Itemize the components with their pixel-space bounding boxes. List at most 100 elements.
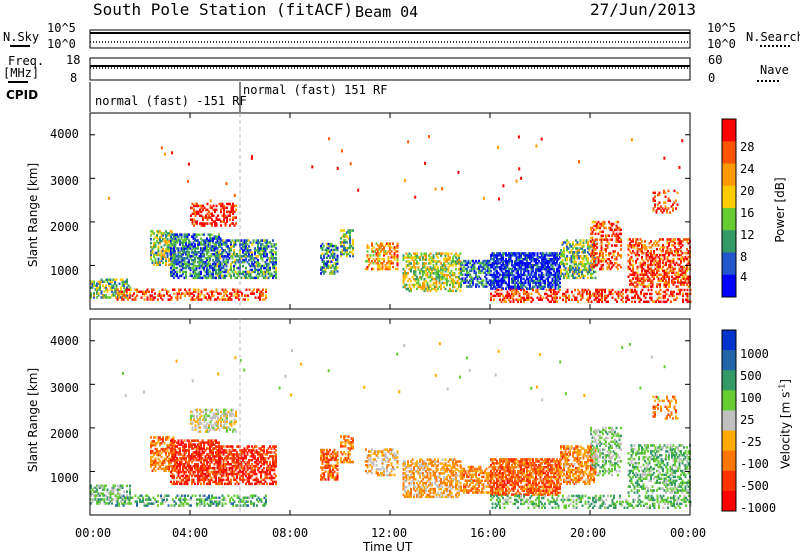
echo-cell [254,249,256,252]
echo-cell [503,279,506,283]
echo-cell [198,266,201,270]
echo-cell [270,260,273,264]
echo-cell [352,229,354,232]
echo-cell [186,235,189,238]
echo-cell [396,242,399,245]
echo-cell [685,298,687,301]
echo-cell [663,255,666,259]
echo-cell [605,254,607,257]
echo-cell [235,296,237,299]
echo-cell [680,257,682,261]
echo-cell [594,270,597,274]
echo-cell [161,500,164,503]
echo-cell [392,262,394,265]
echo-cell [99,284,101,287]
echo-cell [551,273,554,277]
echo-cell [242,251,244,254]
echo-cell [654,253,657,257]
echo-cell [644,248,646,251]
echo-cell [450,252,453,255]
echo-cell [456,279,459,283]
echo-cell [188,288,191,291]
echo-cell [185,290,188,293]
echo-cell [169,230,172,233]
echo-cell [535,262,537,265]
echo-cell [683,288,686,292]
echo-cell [217,496,219,499]
echo-cell [532,287,534,290]
echo-cell [105,294,107,297]
echo-cell [547,254,549,257]
echo-cell [242,241,244,244]
echo-cell [255,262,258,266]
echo-cell [497,254,500,257]
echo-cell [503,271,506,275]
echo-cell [160,257,163,261]
echo-cell [191,245,193,248]
echo-cell [195,233,198,236]
echo-cell [636,257,639,261]
echo-cell [389,262,391,265]
echo-cell [542,263,545,267]
echo-cell [223,208,225,212]
echo-cell [240,276,243,280]
echo-cell [326,252,328,256]
echo-cell [393,246,396,249]
echo-cell [198,262,201,266]
echo-cell [219,253,222,256]
echo-cell [260,294,263,297]
echo-cell [529,296,531,300]
echo-cell [556,254,558,257]
echo-cell [441,270,444,273]
echo-cell [378,248,381,251]
echo-cell [411,266,414,269]
echo-cell [195,268,198,272]
echo-cell [608,254,610,257]
echo-cell [209,498,212,501]
echo-cell [185,292,188,295]
echo-cell [269,257,271,260]
echo-cell [638,253,640,257]
echo-cell [606,240,609,243]
echo-cell [573,253,576,256]
echo-cell [255,239,258,242]
echo-cell [163,253,166,257]
echo-cell [544,262,546,265]
echo-cell [109,278,112,281]
echo-cell [179,255,181,258]
echo-cell [414,272,417,275]
echo-cell [336,166,339,170]
echo-cell [645,253,648,257]
echo-cell [620,244,622,247]
echo-cell [491,273,494,277]
echo-cell [221,243,223,246]
echo-cell [426,285,429,289]
echo-cell [159,236,161,239]
echo-cell [479,263,482,267]
echo-cell [154,296,156,299]
echo-cell [216,251,219,254]
echo-cell [237,270,240,274]
echo-cell [482,259,485,263]
echo-cell [508,273,510,277]
echo-cell [629,257,631,261]
echo-cell [128,288,131,291]
echo-cell [378,246,381,249]
echo-cell [368,263,370,267]
echo-cell [191,298,194,301]
echo-cell [213,260,216,264]
echo-cell [232,206,234,210]
echo-cell [275,247,277,250]
echo-cell [506,271,509,275]
echo-cell [229,296,231,299]
echo-cell [526,298,528,301]
echo-cell [261,272,264,276]
echo-cell [171,268,174,272]
echo-cell [588,253,591,256]
echo-cell [591,256,594,259]
echo-cell [596,242,598,245]
echo-cell [544,258,546,261]
echo-cell [102,498,104,501]
echo-cell [103,486,106,489]
echo-cell [443,258,445,261]
